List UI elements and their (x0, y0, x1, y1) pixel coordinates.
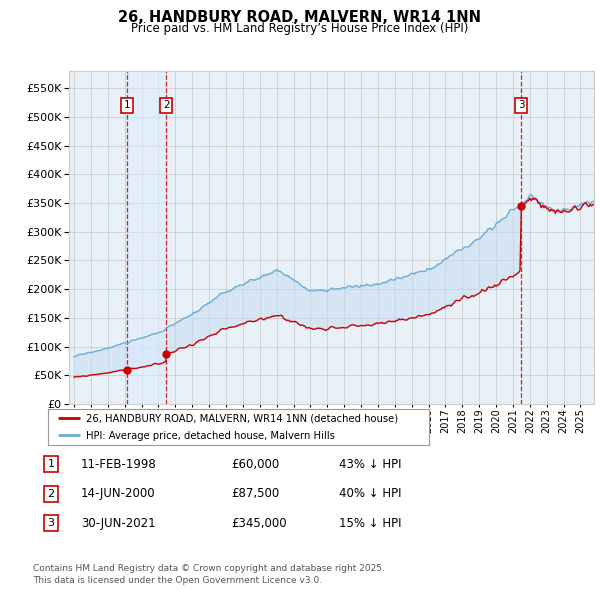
Text: HPI: Average price, detached house, Malvern Hills: HPI: Average price, detached house, Malv… (86, 431, 335, 441)
Text: 1: 1 (47, 460, 55, 469)
Text: Contains HM Land Registry data © Crown copyright and database right 2025.
This d: Contains HM Land Registry data © Crown c… (33, 565, 385, 585)
Text: 26, HANDBURY ROAD, MALVERN, WR14 1NN (detached house): 26, HANDBURY ROAD, MALVERN, WR14 1NN (de… (86, 414, 398, 424)
Bar (127, 71, 166, 404)
Text: £87,500: £87,500 (231, 487, 279, 500)
Text: 2: 2 (163, 100, 169, 110)
Text: 3: 3 (518, 100, 525, 110)
Text: Price paid vs. HM Land Registry’s House Price Index (HPI): Price paid vs. HM Land Registry’s House … (131, 22, 469, 35)
Text: £60,000: £60,000 (231, 458, 279, 471)
Text: 14-JUN-2000: 14-JUN-2000 (81, 487, 155, 500)
Text: £345,000: £345,000 (231, 517, 287, 530)
Text: 15% ↓ HPI: 15% ↓ HPI (339, 517, 401, 530)
Text: 11-FEB-1998: 11-FEB-1998 (81, 458, 157, 471)
Text: 30-JUN-2021: 30-JUN-2021 (81, 517, 155, 530)
Text: 26, HANDBURY ROAD, MALVERN, WR14 1NN: 26, HANDBURY ROAD, MALVERN, WR14 1NN (119, 10, 482, 25)
Text: 3: 3 (47, 519, 55, 528)
Text: 2: 2 (47, 489, 55, 499)
Text: 43% ↓ HPI: 43% ↓ HPI (339, 458, 401, 471)
Text: 40% ↓ HPI: 40% ↓ HPI (339, 487, 401, 500)
Text: 1: 1 (124, 100, 130, 110)
